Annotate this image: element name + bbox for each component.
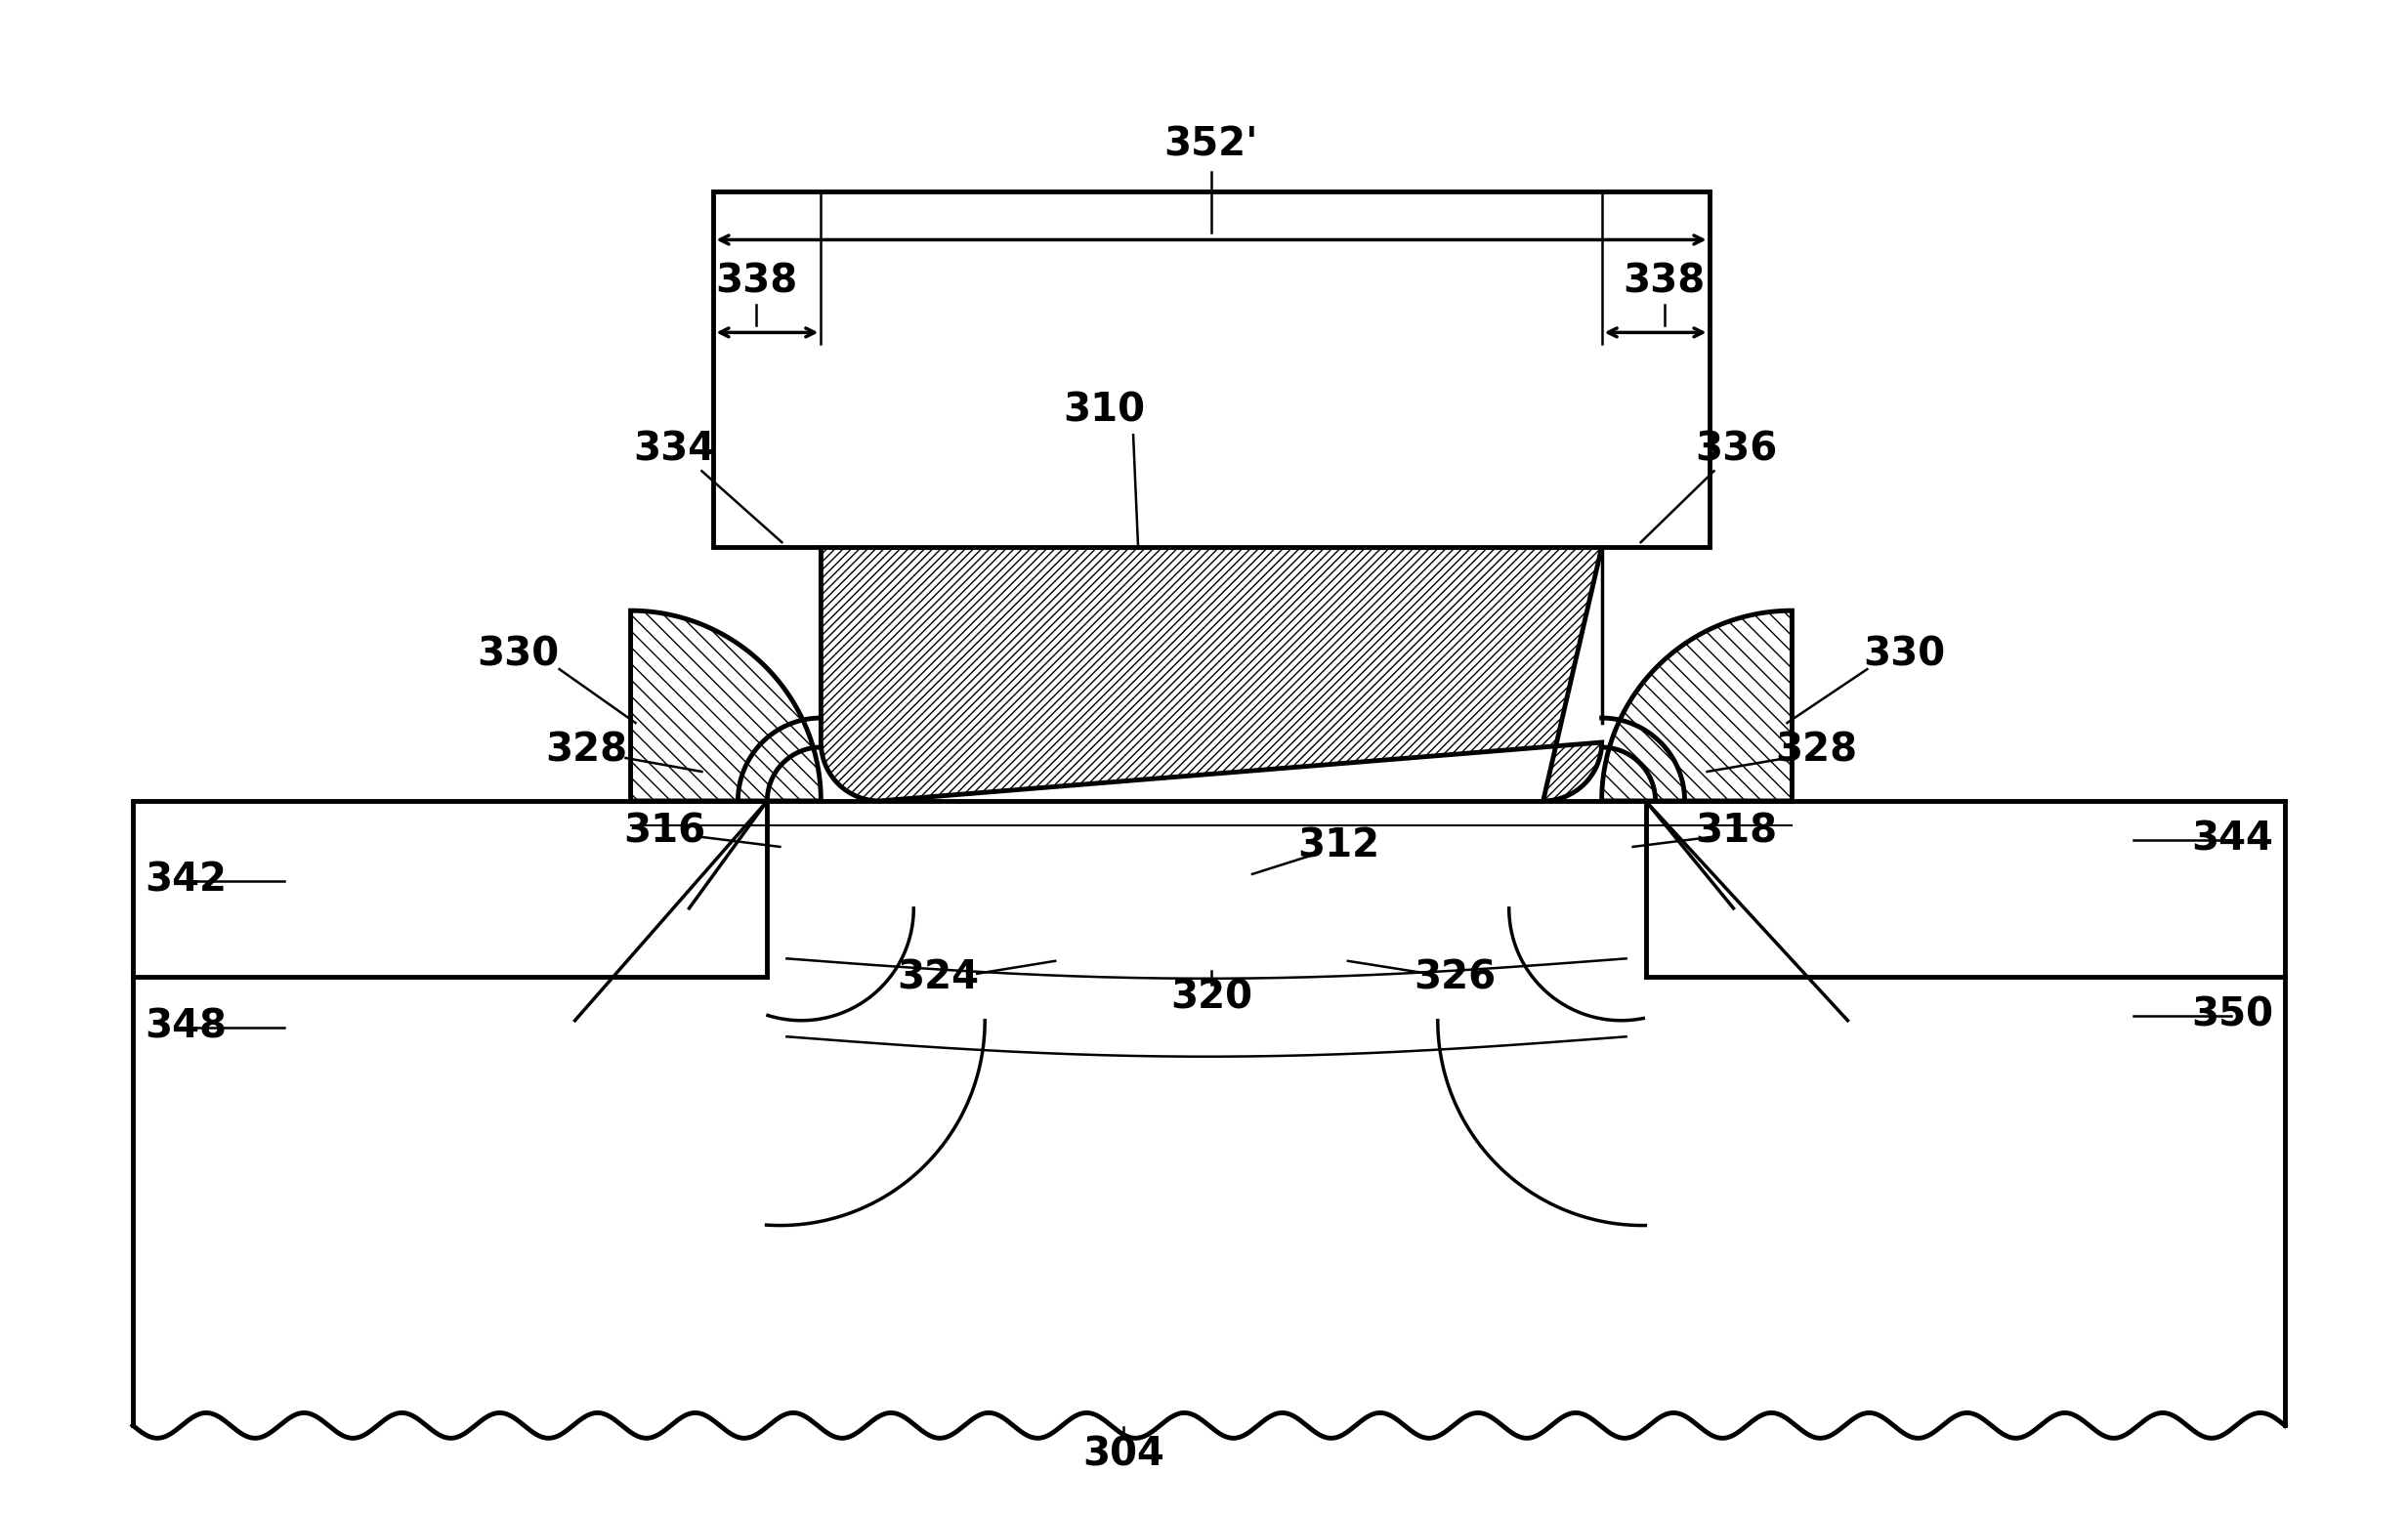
Text: 312: 312 <box>1298 827 1380 866</box>
Text: 304: 304 <box>1084 1435 1165 1475</box>
Text: 334: 334 <box>633 430 715 469</box>
Text: 336: 336 <box>1695 430 1777 469</box>
Polygon shape <box>821 547 1601 801</box>
Text: 338: 338 <box>1623 262 1705 301</box>
Polygon shape <box>631 610 821 801</box>
Text: 338: 338 <box>715 262 797 301</box>
Text: 326: 326 <box>1413 958 1495 998</box>
Text: 342: 342 <box>144 861 226 901</box>
Text: 324: 324 <box>898 958 980 998</box>
Text: 348: 348 <box>144 1008 226 1046</box>
Text: 316: 316 <box>624 813 706 852</box>
Text: 328: 328 <box>547 731 628 769</box>
Polygon shape <box>1601 610 1792 801</box>
Text: 350: 350 <box>2191 996 2273 1036</box>
Bar <box>631 801 1792 825</box>
Text: 320: 320 <box>1170 978 1252 1017</box>
Text: 328: 328 <box>1775 731 1857 769</box>
Bar <box>713 191 1710 547</box>
Text: 310: 310 <box>1062 391 1144 430</box>
Text: 352': 352' <box>1163 126 1259 165</box>
Text: 318: 318 <box>1695 813 1777 852</box>
Text: 344: 344 <box>2191 821 2273 860</box>
Text: 330: 330 <box>1864 634 1946 674</box>
Text: 330: 330 <box>477 634 559 674</box>
